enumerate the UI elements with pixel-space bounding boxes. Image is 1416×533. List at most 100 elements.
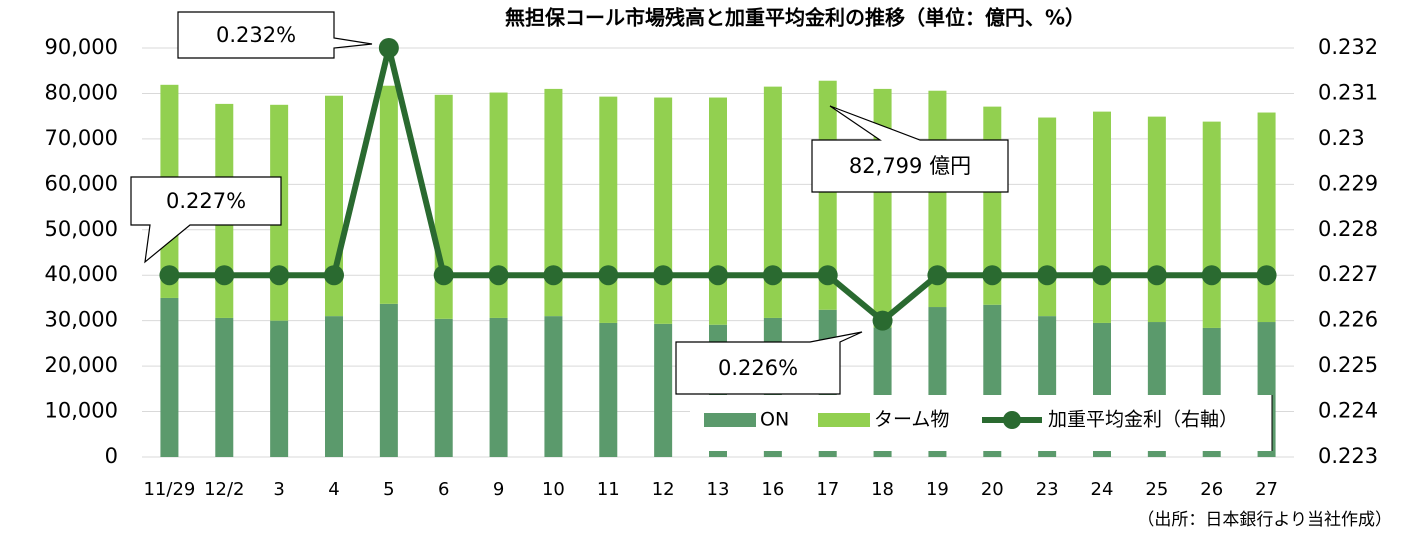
x-tick-label: 11 — [597, 479, 620, 500]
y-tick-label: 90,000 — [45, 35, 118, 59]
line-marker — [214, 265, 235, 286]
bar — [215, 317, 234, 457]
line-marker — [708, 265, 728, 286]
y-tick-label: 0 — [105, 444, 118, 468]
callout-text: 0.226% — [718, 356, 798, 380]
line-marker — [1146, 265, 1167, 286]
callout-text: 0.227% — [166, 189, 246, 213]
callout-box — [130, 176, 282, 264]
line-marker — [1201, 265, 1222, 286]
line-marker — [817, 265, 838, 286]
legend: ON ターム物 加重平均金利（右軸） — [690, 395, 1273, 451]
x-tick-label: 23 — [1036, 479, 1059, 500]
bar — [654, 97, 673, 324]
bar — [818, 80, 837, 310]
line-marker — [598, 265, 619, 286]
line-marker — [488, 265, 509, 286]
x-tick-label: 12 — [652, 479, 675, 500]
x-tick-label: 27 — [1255, 479, 1278, 500]
bar — [763, 86, 782, 318]
y-tick-label: 80,000 — [45, 80, 118, 104]
y2-tick-label: 0.23 — [1318, 126, 1365, 150]
bar — [599, 322, 618, 457]
line-marker — [653, 265, 674, 286]
y-tick-label: 30,000 — [45, 308, 118, 332]
bar — [1257, 112, 1276, 323]
x-tick-label: 10 — [542, 479, 565, 500]
y2-tick-label: 0.227 — [1318, 262, 1378, 286]
line-marker — [543, 265, 564, 286]
line-marker — [378, 38, 399, 58]
legend-key-marker — [1003, 411, 1021, 429]
line-marker — [159, 265, 180, 286]
bar — [544, 316, 563, 457]
y-tick-label: 40,000 — [45, 262, 118, 286]
line-marker — [433, 265, 454, 286]
legend-label: ON — [760, 409, 789, 431]
x-tick-label: 20 — [981, 479, 1004, 500]
bar — [1093, 111, 1111, 323]
y2-tick-label: 0.225 — [1318, 353, 1378, 377]
y2-tick-label: 0.226 — [1318, 308, 1378, 332]
bar — [434, 94, 453, 319]
source: （出所：日本銀行より当社作成） — [1137, 510, 1392, 530]
bar — [1147, 116, 1166, 323]
x-tick-label: 3 — [273, 479, 284, 500]
x-tick-label: 6 — [438, 479, 449, 500]
x-tick-label: 25 — [1145, 479, 1168, 500]
y-tick-label: 50,000 — [45, 217, 118, 241]
bar — [1038, 117, 1057, 317]
x-tick-label: 16 — [761, 479, 784, 500]
y-tick-label: 20,000 — [45, 353, 118, 377]
line-marker — [269, 265, 290, 286]
y2-tick-label: 0.223 — [1318, 444, 1378, 468]
x-tick-label: 19 — [926, 479, 949, 500]
bar — [544, 88, 563, 317]
y-tick-label: 70,000 — [45, 126, 118, 150]
bar — [379, 85, 398, 304]
legend-key — [704, 413, 756, 427]
x-tick-label: 12/2 — [204, 479, 244, 500]
x-tick-label: 5 — [383, 479, 394, 500]
callout-box — [177, 11, 373, 59]
bar — [654, 323, 673, 457]
callout-box — [675, 331, 863, 395]
bar — [599, 96, 618, 323]
line-marker — [1092, 265, 1112, 286]
line-marker — [1037, 265, 1058, 286]
bar — [434, 318, 453, 457]
legend-label: 加重平均金利（右軸） — [1048, 409, 1238, 431]
x-tick-label: 11/29 — [143, 479, 195, 500]
bar — [1202, 121, 1221, 328]
bar — [325, 316, 343, 457]
bar — [160, 297, 179, 457]
y-tick-label: 10,000 — [45, 399, 118, 423]
legend-box — [690, 395, 1272, 451]
x-tick-label: 17 — [816, 479, 839, 500]
y2-tick-label: 0.224 — [1318, 399, 1378, 423]
y2-tick-label: 0.232 — [1318, 35, 1378, 59]
x-tick-label: 26 — [1200, 479, 1223, 500]
x-tick-label: 24 — [1091, 479, 1114, 500]
bar — [270, 320, 289, 457]
x-tick-label: 4 — [328, 479, 339, 500]
x-tick-label: 13 — [707, 479, 730, 500]
callout-text: 0.232% — [216, 23, 296, 47]
line-marker — [324, 265, 344, 286]
x-tick-label: 9 — [493, 479, 504, 500]
callout-box — [811, 105, 1009, 193]
callout-text: 82,799 億円 — [849, 154, 971, 178]
y2-tick-label: 0.229 — [1318, 171, 1378, 195]
line-marker — [982, 265, 1003, 286]
line-marker — [762, 265, 783, 286]
y2-tick-label: 0.231 — [1318, 80, 1378, 104]
y-tick-label: 60,000 — [45, 171, 118, 195]
bar — [489, 317, 508, 457]
legend-key — [818, 413, 870, 427]
chart-title: 無担保コール市場残高と加重平均金利の推移（単位：億円、%） — [505, 6, 1085, 30]
x-tick-label: 18 — [871, 479, 894, 500]
bar — [709, 97, 727, 325]
y2-tick-label: 0.228 — [1318, 217, 1378, 241]
